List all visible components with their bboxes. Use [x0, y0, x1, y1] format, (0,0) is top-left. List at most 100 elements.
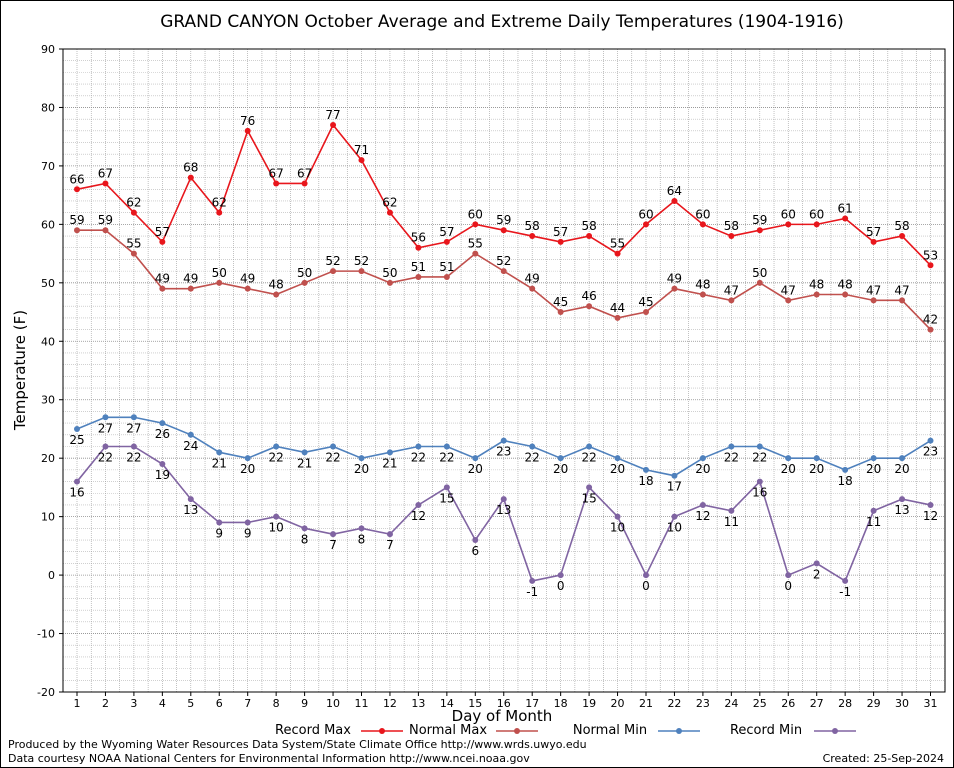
record-min-data-label: 12: [923, 509, 938, 523]
normal-max-data-label: 49: [183, 272, 198, 286]
x-tick-label: 10: [326, 697, 340, 710]
normal-min-point: [443, 443, 450, 450]
record-max-point: [671, 197, 678, 204]
record-max-data-label: 55: [610, 237, 625, 251]
record-min-data-label: 13: [894, 503, 909, 517]
record-max-data-label: 66: [69, 172, 84, 186]
record-max-data-label: 58: [525, 219, 540, 233]
footer-produced-by: Produced by the Wyoming Water Resources …: [8, 738, 587, 751]
normal-min-point: [699, 455, 706, 462]
normal-min-point: [415, 443, 422, 450]
normal-min-data-label: 17: [667, 480, 682, 494]
record-max-point: [273, 180, 280, 187]
record-max-data-label: 60: [468, 207, 483, 221]
normal-min-data-label: 21: [382, 456, 397, 470]
x-tick-label: 7: [244, 697, 251, 710]
record-max-data-label: 60: [638, 207, 653, 221]
footer-created-date: Created: 25-Sep-2024: [822, 752, 944, 765]
record-max-data-label: 58: [724, 219, 739, 233]
record-max-point: [415, 244, 422, 251]
legend-marker-record-min: [832, 728, 838, 734]
record-min-point: [643, 572, 649, 579]
normal-min-data-label: 22: [525, 450, 540, 464]
normal-min-point: [216, 449, 223, 456]
normal-min-point: [500, 437, 507, 444]
record-max-point: [358, 157, 365, 164]
legend-label-record-min: Record Min: [730, 723, 802, 738]
normal-max-point: [870, 297, 877, 304]
record-max-point: [699, 221, 706, 228]
footer-data-source: Data courtesy NOAA National Centers for …: [8, 752, 530, 765]
x-tick-label: 28: [838, 697, 852, 710]
normal-min-data-label: 22: [325, 450, 340, 464]
normal-min-data-label: 22: [752, 450, 767, 464]
normal-max-data-label: 47: [724, 283, 739, 297]
normal-max-data-label: 48: [838, 278, 853, 292]
record-max-point: [842, 215, 849, 222]
record-max-data-label: 68: [183, 161, 198, 175]
normal-max-point: [643, 309, 649, 316]
record-min-point: [472, 537, 479, 544]
normal-min-data-label: 20: [468, 462, 483, 476]
x-tick-label: 5: [187, 697, 194, 710]
record-max-data-label: 77: [325, 108, 340, 122]
normal-min-point: [273, 443, 280, 450]
x-tick-label: 24: [724, 697, 738, 710]
x-tick-label: 16: [497, 697, 511, 710]
normal-min-point: [187, 431, 194, 438]
y-tick-label: 50: [41, 277, 55, 290]
normal-min-data-label: 20: [610, 462, 625, 476]
record-max-data-label: 60: [695, 207, 710, 221]
normal-min-point: [386, 449, 393, 456]
y-tick-label: 0: [48, 569, 55, 582]
record-min-point: [756, 478, 763, 485]
normal-min-data-label: 26: [155, 427, 170, 441]
normal-max-point: [728, 297, 735, 304]
record-max-data-label: 56: [411, 231, 426, 245]
record-min-point: [358, 525, 365, 532]
normal-max-data-label: 52: [354, 254, 369, 268]
normal-max-point: [586, 303, 593, 310]
record-max-point: [301, 180, 308, 187]
legend-marker-normal-max: [514, 728, 520, 734]
record-max-data-label: 53: [923, 248, 938, 262]
normal-min-point: [785, 455, 792, 462]
x-tick-label: 29: [867, 697, 881, 710]
record-min-data-label: 0: [557, 579, 565, 593]
normal-max-point: [529, 285, 536, 292]
normal-min-point: [842, 466, 849, 473]
y-tick-label: 30: [41, 394, 55, 407]
normal-max-point: [301, 279, 308, 286]
normal-min-point: [358, 455, 365, 462]
normal-max-point: [74, 227, 80, 234]
record-max-point: [586, 233, 593, 240]
record-max-data-label: 57: [155, 225, 170, 239]
normal-min-point: [472, 455, 479, 462]
record-max-point: [500, 227, 507, 234]
normal-min-point: [728, 443, 735, 450]
normal-max-data-label: 44: [610, 301, 625, 315]
grid: [63, 48, 946, 693]
record-min-data-label: 13: [183, 503, 198, 517]
record-min-point: [443, 484, 450, 491]
normal-max-data-label: 51: [411, 260, 426, 274]
y-tick-label: 90: [41, 43, 55, 56]
record-min-point: [74, 478, 80, 485]
normal-min-data-label: 20: [553, 462, 568, 476]
normal-max-data-label: 49: [155, 272, 170, 286]
normal-max-data-label: 47: [866, 283, 881, 297]
record-max-point: [187, 174, 194, 181]
x-tick-label: 22: [667, 697, 681, 710]
record-max-point: [614, 250, 621, 257]
normal-min-point: [927, 437, 934, 444]
normal-max-data-label: 50: [752, 266, 767, 280]
record-min-data-label: 7: [386, 538, 394, 552]
normal-min-data-label: 22: [269, 450, 284, 464]
record-min-data-label: 0: [784, 579, 792, 593]
record-min-data-label: 16: [752, 486, 767, 500]
record-min-point: [330, 531, 337, 538]
normal-min-data-label: 21: [212, 456, 227, 470]
